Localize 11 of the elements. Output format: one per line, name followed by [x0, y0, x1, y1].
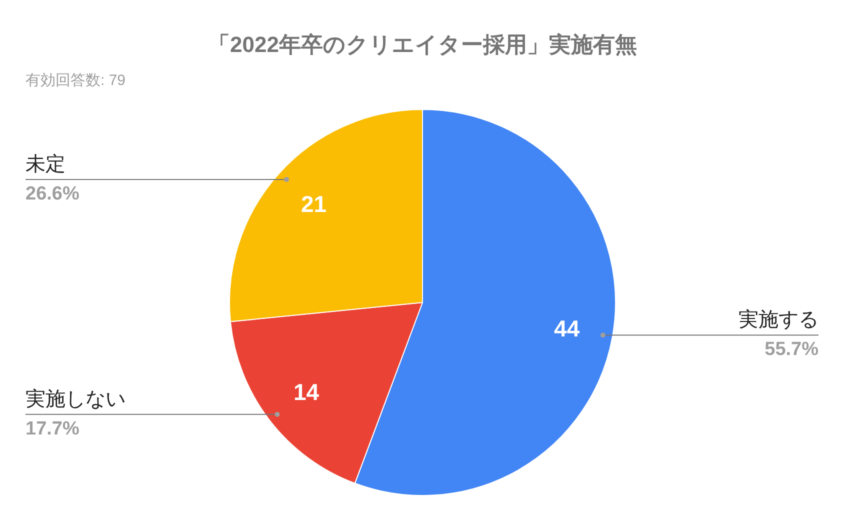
chart-title: 「2022年卒のクリエイター採用」実施有無 — [208, 32, 637, 57]
text: 26.6% — [26, 183, 80, 204]
slice-label: 実施しない — [26, 387, 126, 410]
slice-label: 実施する — [738, 308, 818, 332]
text: 55.7% — [764, 339, 819, 360]
data-label: 21 — [300, 191, 327, 218]
data-label: 44 — [554, 316, 580, 342]
chart-subtitle: 有効回答数: 79 — [26, 72, 126, 89]
slice-label: 未定 — [26, 153, 66, 176]
data-label: 14 — [293, 378, 320, 405]
text: 17.7% — [26, 418, 80, 440]
